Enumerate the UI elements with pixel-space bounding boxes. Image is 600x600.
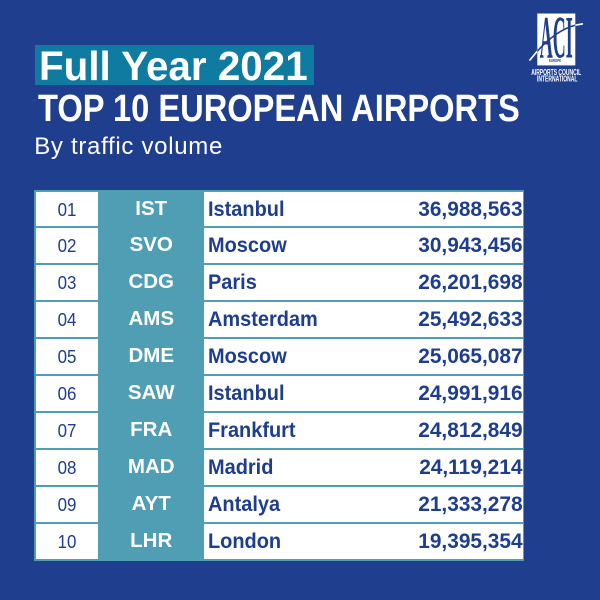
svg-text:INTERNATIONAL: INTERNATIONAL xyxy=(537,75,578,84)
svg-text:ACI: ACI xyxy=(540,10,573,71)
svg-text:AIRPORTS COUNCIL: AIRPORTS COUNCIL xyxy=(531,68,581,77)
svg-text:EUROPE: EUROPE xyxy=(549,58,561,63)
